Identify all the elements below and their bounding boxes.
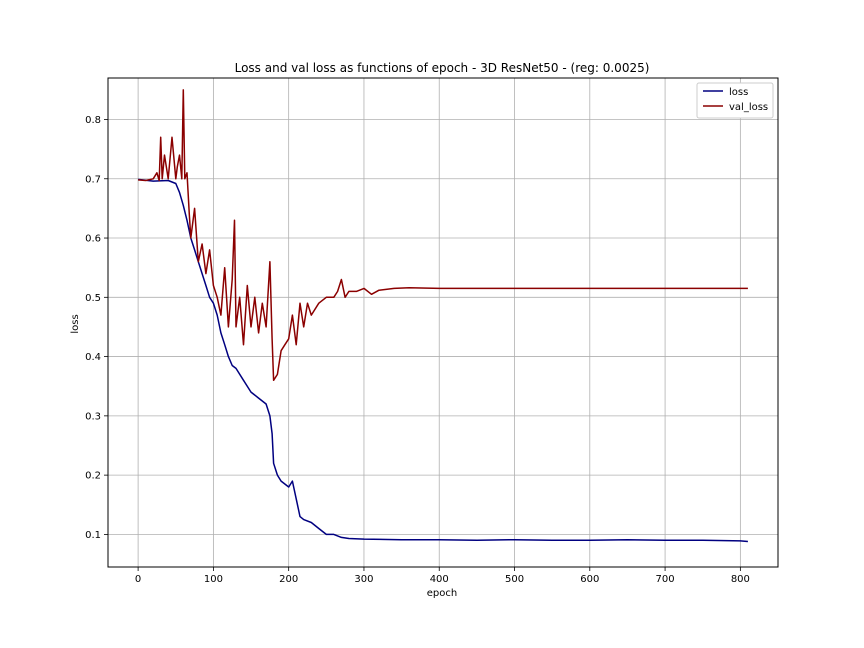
plot-frame xyxy=(107,77,779,568)
chart-title: Loss and val loss as functions of epoch … xyxy=(235,61,650,75)
ticks: 0 100 200 300 400 500 600 700 800 0.1 0.2 0.3 0.4 0.5… xyxy=(85,115,750,585)
y-tick-label: 0.3 xyxy=(85,411,101,422)
x-tick-label: 300 xyxy=(354,574,373,585)
x-tick-label: 200 xyxy=(279,574,298,585)
x-tick-label: 700 xyxy=(656,574,675,585)
x-axis-label: epoch xyxy=(427,588,457,599)
y-tick-label: 0.5 xyxy=(85,293,101,304)
x-tick-label: 500 xyxy=(505,574,524,585)
x-tick-label: 800 xyxy=(731,574,750,585)
x-tick-label: 600 xyxy=(580,574,599,585)
y-tick-label: 0.6 xyxy=(85,234,101,245)
series-layer xyxy=(138,89,748,543)
y-tick-label: 0.2 xyxy=(85,471,101,482)
legend-val-loss-label: val_loss xyxy=(729,102,768,113)
y-tick-label: 0.1 xyxy=(85,530,101,541)
legend: loss val_loss xyxy=(696,82,774,119)
x-tick-label: 400 xyxy=(430,574,449,585)
x-tick-label: 100 xyxy=(204,574,223,585)
y-tick-label: 0.7 xyxy=(85,174,101,185)
series-line-loss xyxy=(138,178,748,543)
grid xyxy=(108,78,778,567)
y-axis-label: loss xyxy=(70,314,81,333)
series-line-val-loss xyxy=(138,89,748,382)
y-tick-label: 0.8 xyxy=(85,115,101,126)
x-tick-label: 0 xyxy=(135,574,141,585)
legend-loss-label: loss xyxy=(729,87,748,98)
y-tick-label: 0.4 xyxy=(85,352,101,363)
